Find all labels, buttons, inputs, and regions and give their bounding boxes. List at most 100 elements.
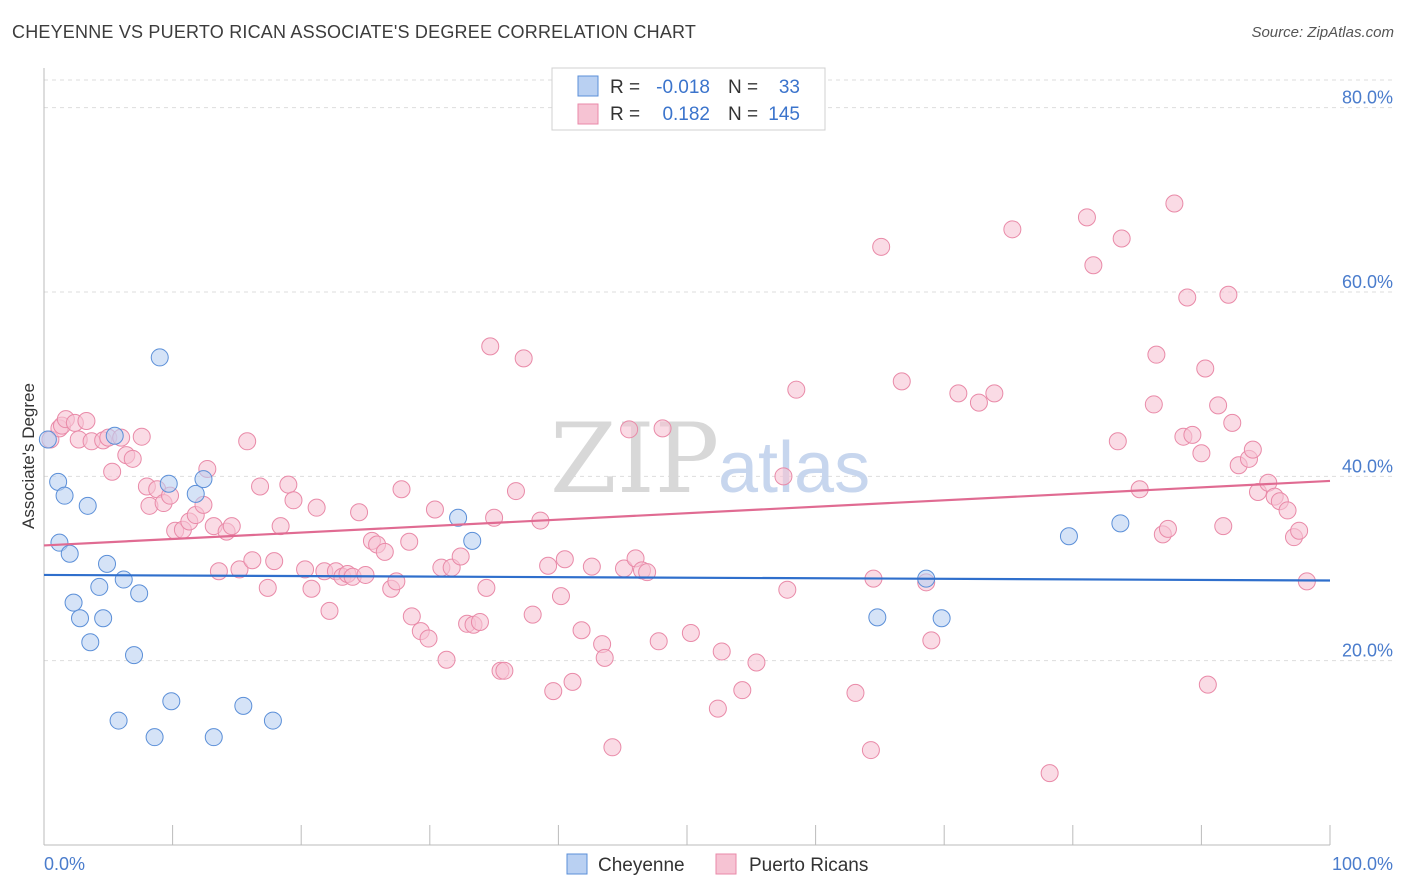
cheyenne-point-9 bbox=[90, 577, 109, 596]
puerto-rican-point-75 bbox=[523, 605, 542, 624]
puerto-rican-point-116 bbox=[1108, 432, 1127, 451]
puerto-rican-point-129 bbox=[1198, 675, 1217, 694]
puerto-rican-point-119 bbox=[1144, 395, 1163, 414]
puerto-rican-point-27 bbox=[209, 562, 228, 581]
cheyenne-point-13 bbox=[109, 711, 128, 730]
puerto-rican-point-99 bbox=[774, 467, 793, 486]
puerto-rican-points bbox=[41, 194, 1316, 783]
trend-lines bbox=[43, 479, 1331, 582]
puerto-rican-point-49 bbox=[356, 565, 375, 584]
puerto-rican-point-59 bbox=[419, 629, 438, 648]
puerto-rican-point-55 bbox=[392, 480, 411, 499]
puerto-rican-point-131 bbox=[1214, 517, 1233, 536]
puerto-rican-point-52 bbox=[375, 542, 394, 561]
cheyenne-point-19 bbox=[159, 474, 178, 493]
y-tick-label-60: 60.0% bbox=[1342, 272, 1393, 292]
legend-n-value-2: 145 bbox=[768, 104, 800, 125]
cheyenne-point-17 bbox=[145, 728, 164, 747]
puerto-rican-point-6 bbox=[77, 412, 96, 431]
puerto-rican-point-97 bbox=[733, 681, 752, 700]
cheyenne-point-7 bbox=[78, 496, 97, 515]
puerto-rican-point-31 bbox=[238, 432, 257, 451]
puerto-rican-point-10 bbox=[103, 462, 122, 481]
cheyenne-point-24 bbox=[234, 696, 253, 715]
puerto-rican-point-13 bbox=[123, 449, 142, 468]
cheyenne-point-6 bbox=[71, 609, 90, 628]
cheyenne-point-16 bbox=[130, 584, 149, 603]
puerto-rican-point-29 bbox=[222, 517, 241, 536]
puerto-rican-point-111 bbox=[985, 384, 1004, 403]
puerto-rican-point-57 bbox=[402, 607, 421, 626]
puerto-rican-point-114 bbox=[1077, 208, 1096, 227]
puerto-rican-point-85 bbox=[595, 648, 614, 667]
puerto-rican-point-37 bbox=[279, 475, 298, 494]
x-tick-label-max: 100.0% bbox=[1332, 854, 1393, 874]
puerto-rican-point-83 bbox=[582, 557, 601, 576]
legend-swatch-puerto bbox=[577, 103, 599, 125]
legend-r-label-2: R = bbox=[610, 104, 640, 125]
cheyenne-point-10 bbox=[94, 609, 113, 628]
puerto-rican-point-67 bbox=[470, 612, 489, 631]
watermark-atlas: atlas bbox=[718, 428, 870, 508]
cheyenne-point-28 bbox=[868, 608, 887, 627]
puerto-rican-point-43 bbox=[320, 601, 339, 620]
puerto-rican-point-41 bbox=[307, 498, 326, 517]
puerto-rican-point-81 bbox=[563, 672, 582, 691]
puerto-rican-point-117 bbox=[1112, 229, 1131, 248]
bottom-legend-puerto: Puerto Ricans bbox=[749, 855, 868, 876]
puerto-rican-point-105 bbox=[872, 237, 891, 256]
bottom-legend-swatch-cheyenne bbox=[566, 853, 588, 875]
puerto-rican-point-14 bbox=[132, 427, 151, 446]
puerto-rican-point-100 bbox=[778, 580, 797, 599]
cheyenne-point-5 bbox=[64, 593, 83, 612]
puerto-rican-point-93 bbox=[653, 419, 672, 438]
puerto-rican-point-95 bbox=[708, 699, 727, 718]
cheyenne-point-3 bbox=[55, 486, 74, 505]
y-tick-label-20: 20.0% bbox=[1342, 641, 1393, 661]
puerto-rican-point-109 bbox=[949, 384, 968, 403]
y-tick-label-40: 40.0% bbox=[1342, 456, 1393, 476]
puerto-rican-point-88 bbox=[620, 420, 639, 439]
cheyenne-point-22 bbox=[194, 470, 213, 489]
puerto-rican-point-141 bbox=[1278, 501, 1297, 520]
puerto-rican-point-39 bbox=[296, 560, 315, 579]
cheyenne-point-25 bbox=[263, 711, 282, 730]
puerto-rican-point-86 bbox=[603, 738, 622, 757]
puerto-rican-point-62 bbox=[437, 650, 456, 669]
x-tick-label-min: 0.0% bbox=[44, 854, 85, 874]
puerto-rican-point-32 bbox=[243, 551, 262, 570]
cheyenne-point-14 bbox=[114, 570, 133, 589]
cheyenne-point-8 bbox=[81, 633, 100, 652]
cheyenne-point-31 bbox=[1059, 527, 1078, 546]
puerto-rican-point-73 bbox=[506, 482, 525, 501]
puerto-rican-point-77 bbox=[539, 556, 558, 575]
cheyenne-trend-line bbox=[43, 573, 1331, 582]
cheyenne-point-0 bbox=[38, 430, 57, 449]
puerto-rican-point-33 bbox=[251, 477, 270, 496]
bottom-legend-swatch-puerto bbox=[715, 853, 737, 875]
y-tick-label-80: 80.0% bbox=[1342, 88, 1393, 108]
legend-n-label-2: N = bbox=[728, 104, 758, 125]
puerto-rican-point-82 bbox=[572, 621, 591, 640]
puerto-rican-point-92 bbox=[649, 632, 668, 651]
cheyenne-point-11 bbox=[98, 554, 117, 573]
puerto-rican-point-56 bbox=[400, 532, 419, 551]
puerto-rican-point-120 bbox=[1147, 345, 1166, 364]
puerto-rican-point-126 bbox=[1183, 425, 1202, 444]
puerto-rican-point-125 bbox=[1178, 288, 1197, 307]
puerto-rican-point-133 bbox=[1223, 413, 1242, 432]
cheyenne-point-27 bbox=[449, 508, 468, 527]
cheyenne-point-23 bbox=[204, 728, 223, 747]
cheyenne-point-30 bbox=[932, 609, 951, 628]
legend-r-value-1: -0.018 bbox=[656, 77, 710, 98]
puerto-rican-point-106 bbox=[892, 372, 911, 391]
puerto-rican-point-69 bbox=[481, 337, 500, 356]
puerto-rican-point-127 bbox=[1192, 444, 1211, 463]
legend-swatch-cheyenne bbox=[577, 75, 599, 97]
cheyenne-point-18 bbox=[150, 348, 169, 367]
puerto-rican-point-64 bbox=[451, 547, 470, 566]
cheyenne-point-1 bbox=[50, 533, 69, 552]
puerto-rican-point-78 bbox=[544, 682, 563, 701]
puerto-rican-point-38 bbox=[284, 491, 303, 510]
